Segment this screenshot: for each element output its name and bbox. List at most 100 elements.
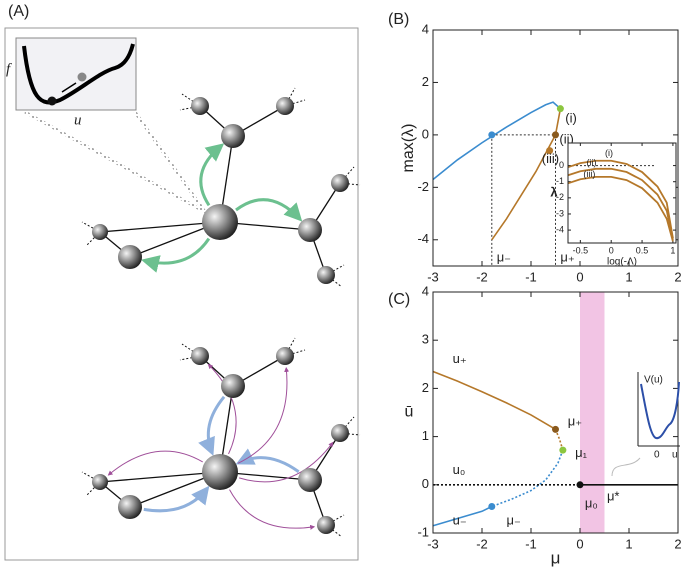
arrow: [229, 489, 316, 530]
point: [488, 131, 496, 139]
x-tick-label: 1: [625, 536, 632, 551]
annotation: μ₊: [568, 414, 582, 429]
annotation: u₀: [453, 462, 466, 477]
panel-a-frame: [4, 27, 359, 561]
x-axis-label: μ: [551, 548, 561, 567]
node: [221, 124, 245, 148]
y-tick-label: -3: [556, 208, 564, 218]
x-tick-label: 0: [609, 245, 614, 255]
ball: [77, 72, 87, 82]
x-tick-label: 1: [670, 245, 675, 255]
x-tick-label: 1: [625, 269, 632, 284]
node: [191, 97, 209, 115]
series-line: [432, 370, 556, 431]
x-axis-label: log(-Λ): [607, 257, 637, 268]
x-tick-label: 2: [674, 536, 681, 551]
series-line: [432, 101, 561, 181]
node: [118, 245, 142, 269]
edge-stub: [284, 99, 306, 107]
inset-xlabel: u: [672, 450, 678, 461]
y-tick-label: -1: [417, 524, 429, 539]
edge: [99, 221, 221, 233]
y-axis-label: ū: [405, 404, 414, 421]
panel-label: (A): [8, 3, 29, 20]
inset-origin: 0: [654, 450, 660, 461]
arrow: [237, 366, 290, 464]
y-tick-label: 2: [422, 74, 429, 89]
arrow: [199, 143, 225, 207]
annotation: (ii): [587, 158, 597, 168]
annotation: μ*: [607, 488, 620, 503]
annotation: μ₋: [497, 250, 511, 265]
node: [298, 468, 322, 492]
y-tick-label: 0: [559, 160, 564, 170]
shaded-region: [580, 292, 605, 533]
ball: [47, 96, 57, 106]
edge-stub: [284, 87, 296, 107]
annotation: μ₊: [560, 250, 574, 265]
node: [92, 474, 108, 490]
arrow: [238, 441, 334, 483]
x-tick-label: -1: [525, 269, 537, 284]
annotation: u₋: [453, 512, 467, 527]
edge-stub: [81, 221, 101, 233]
y-tick-label: -4: [417, 231, 429, 246]
plot-frame: [567, 142, 677, 244]
x-tick-label: -3: [427, 536, 439, 551]
series-line: [567, 167, 674, 240]
panel-label: (C): [388, 291, 410, 308]
annotation: μ₀: [585, 496, 598, 511]
arrow: [207, 363, 237, 455]
annotation: (iii): [542, 151, 559, 166]
y-tick-label: -2: [556, 192, 564, 202]
annotation: u₊: [453, 351, 467, 366]
y-tick-label: -2: [417, 179, 429, 194]
node: [202, 454, 238, 490]
y-tick-label: -1: [556, 176, 564, 186]
edge-stub: [339, 166, 355, 184]
y-tick-label: 3: [422, 332, 429, 347]
edge-stub: [325, 264, 345, 276]
node: [298, 218, 322, 242]
annotation: (i): [565, 111, 577, 126]
potential-curve: [22, 43, 135, 105]
edge-stub: [339, 416, 355, 434]
zoom-line: [24, 110, 206, 214]
annotation: (iii): [583, 169, 595, 179]
x-tick-label: -2: [476, 269, 488, 284]
edge-stub: [179, 355, 201, 361]
edge-stub: [85, 481, 101, 497]
edge-stub: [85, 231, 101, 247]
node: [92, 224, 108, 240]
node: [118, 495, 142, 519]
y-tick-label: 1: [422, 428, 429, 443]
arrow: [141, 237, 211, 273]
panel-label: (B): [388, 11, 409, 28]
arrow: [235, 198, 303, 222]
x-tick-label: -0.5: [573, 245, 589, 255]
y-tick-label: 4: [422, 283, 429, 298]
inset-ylabel: V(u): [644, 375, 663, 386]
edge-stub: [81, 471, 101, 483]
annotation: μ₋: [507, 512, 521, 527]
y-tick-label: 2: [422, 380, 429, 395]
plot-frame: [432, 291, 679, 534]
edge-stub: [179, 105, 201, 111]
point: [556, 105, 564, 113]
point: [559, 446, 567, 454]
node: [331, 424, 349, 442]
node: [331, 174, 349, 192]
arrow: [143, 485, 210, 513]
connector: [611, 457, 641, 477]
edge-stub: [284, 337, 296, 357]
edge-stub: [339, 432, 361, 436]
inset-background: [568, 143, 676, 243]
edge: [99, 471, 221, 483]
node: [221, 374, 245, 398]
x-tick-label: 0: [576, 536, 583, 551]
y-tick-label: 0: [422, 126, 429, 141]
x-tick-label: -1: [525, 536, 537, 551]
node: [276, 97, 294, 115]
